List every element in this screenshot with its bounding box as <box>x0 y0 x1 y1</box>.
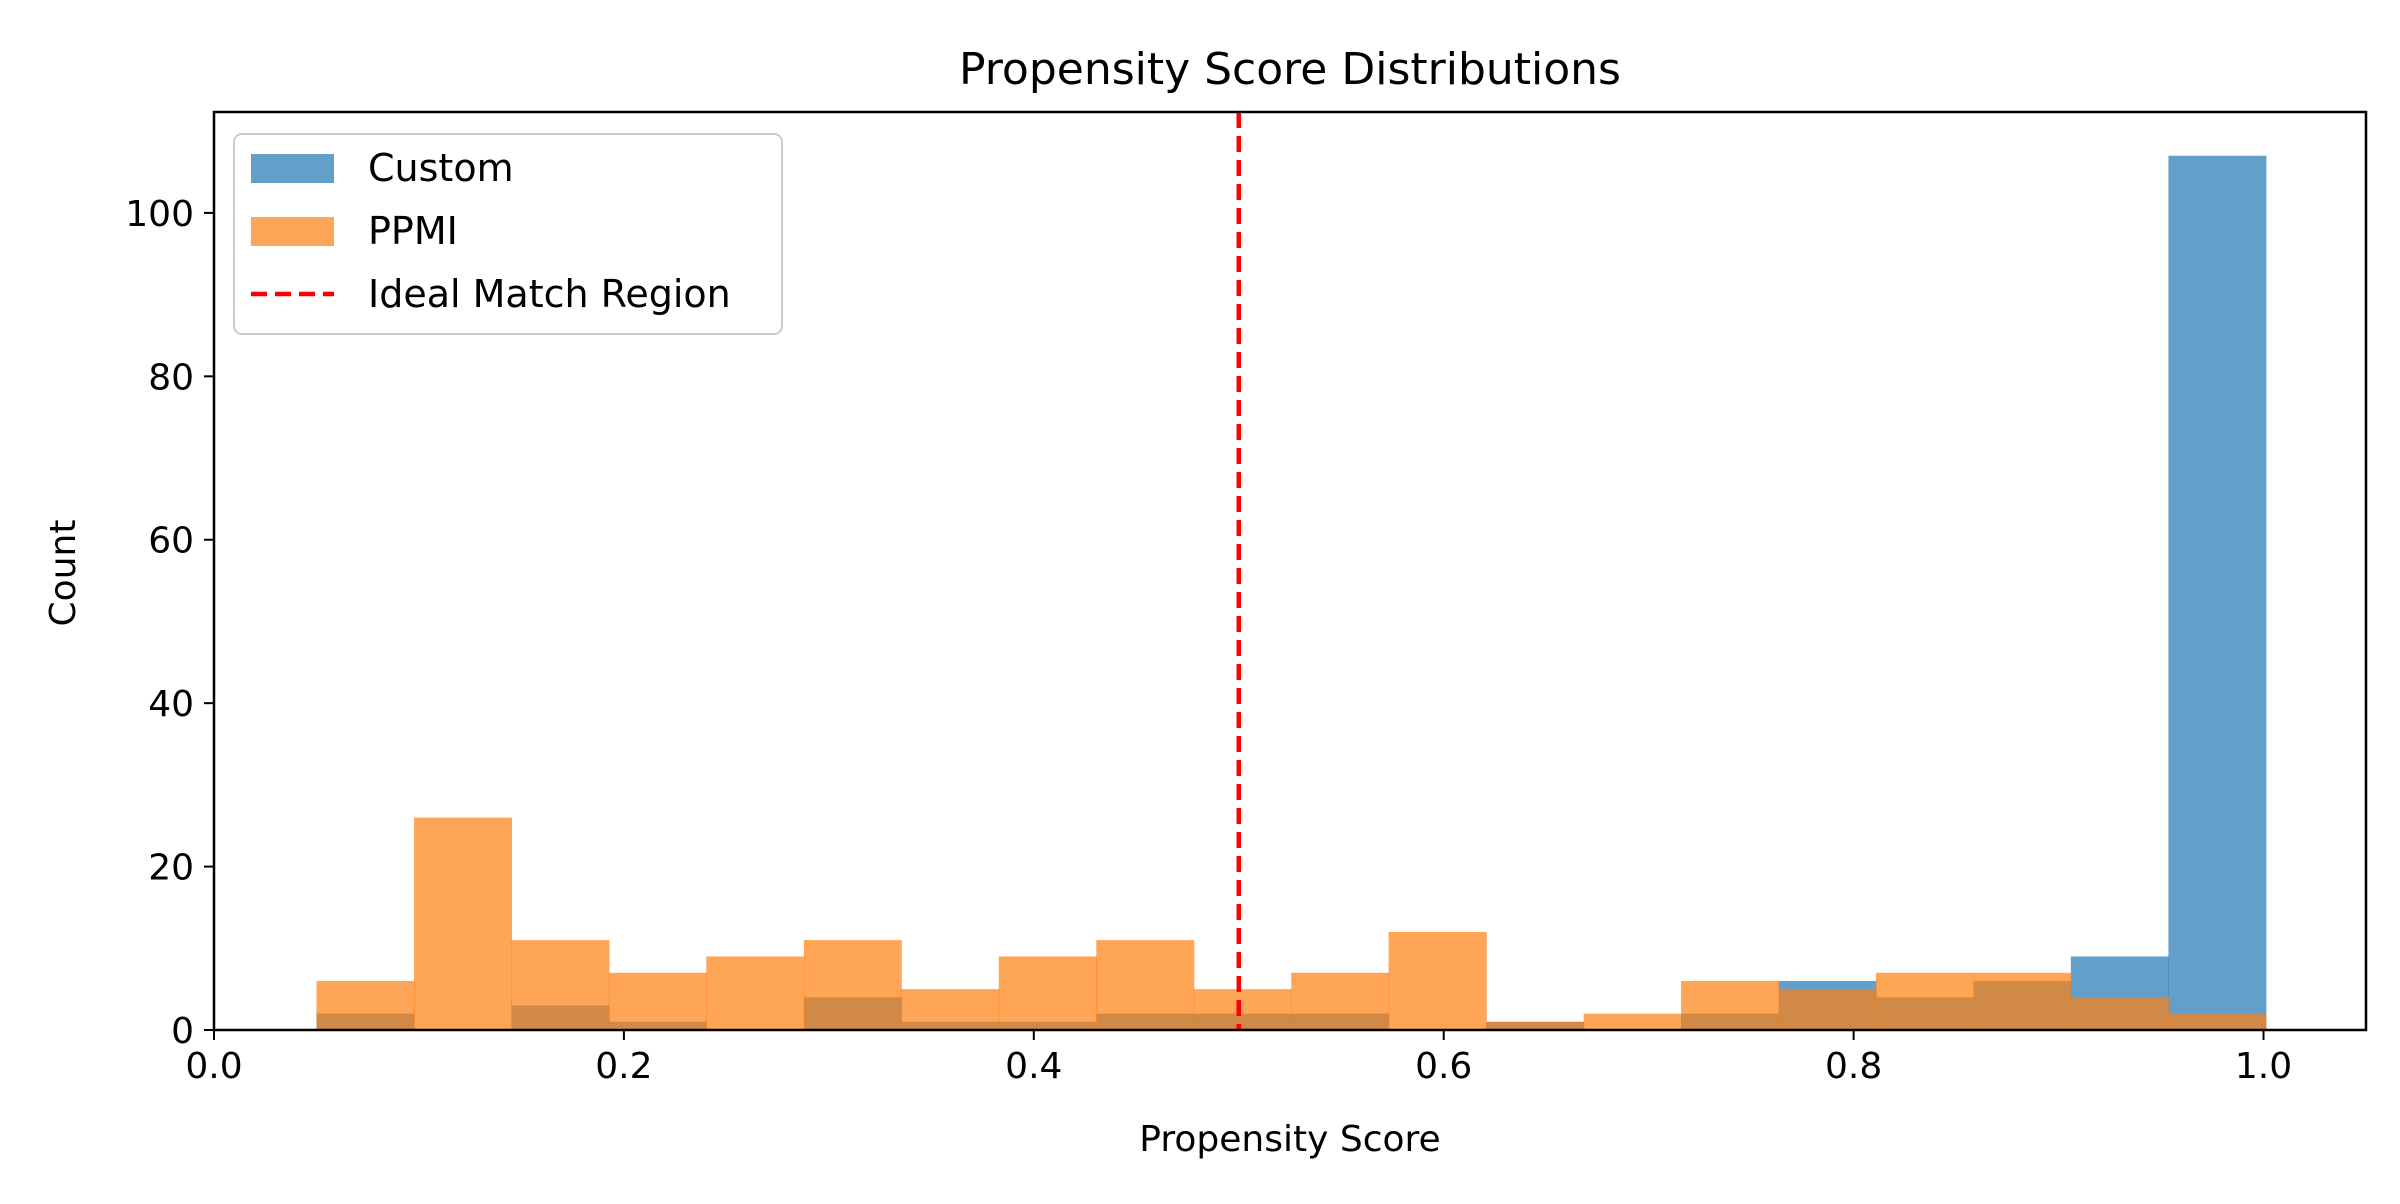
legend-swatch-ppmi <box>251 217 334 246</box>
bar-ppmi <box>803 940 902 1030</box>
plot-frame <box>212 110 2368 1032</box>
bar-ppmi <box>1875 972 1975 1030</box>
bar-custom <box>2168 155 2267 1030</box>
bar-ppmi <box>316 980 415 1030</box>
y-tick-label: 100 <box>125 194 194 235</box>
bar-ppmi <box>1583 1013 1682 1030</box>
x-tick-label: 1.0 <box>2235 1046 2292 1087</box>
y-tick-label: 20 <box>148 848 194 889</box>
bar-ppmi <box>901 989 1000 1030</box>
bar-ppmi <box>998 956 1097 1030</box>
x-axis-label: Propensity Score <box>1139 1119 1440 1160</box>
bar-ppmi <box>1681 980 1780 1030</box>
legend-label-ideal-match: Ideal Match Region <box>368 272 731 316</box>
legend-box <box>233 133 783 335</box>
y-tick-label: 60 <box>148 521 194 562</box>
bar-ppmi <box>511 940 610 1030</box>
legend-label-ppmi: PPMI <box>368 209 458 253</box>
bar-ppmi <box>1778 989 1877 1030</box>
legend-swatch-custom <box>251 154 334 183</box>
legend: Custom PPMI Ideal Match Region <box>233 133 783 335</box>
series-ppmi-bars <box>316 817 2267 1030</box>
x-tick-label: 0.6 <box>1415 1046 1472 1087</box>
bar-ppmi <box>2070 997 2170 1030</box>
x-tick-label: 0.8 <box>1825 1046 1882 1087</box>
x-tick-label: 0.4 <box>1005 1046 1062 1087</box>
bar-ppmi <box>1193 989 1292 1030</box>
bar-ppmi <box>608 972 707 1030</box>
x-tick-label: 0.0 <box>185 1046 242 1087</box>
legend-label-custom: Custom <box>368 146 514 190</box>
y-tick-label: 40 <box>148 684 194 725</box>
bar-ppmi <box>1486 1021 1585 1030</box>
bar-ppmi <box>1096 940 1195 1030</box>
bar-ppmi <box>1291 972 1390 1030</box>
bar-ppmi <box>706 956 805 1030</box>
x-tick-label: 0.2 <box>595 1046 652 1087</box>
bar-ppmi <box>1973 972 2072 1030</box>
bar-ppmi <box>414 817 512 1030</box>
bar-ppmi <box>1388 931 1487 1030</box>
chart-title: Propensity Score Distributions <box>959 44 1621 95</box>
x-axis-ticks: 0.0 0.2 0.4 0.6 0.8 1.0 <box>185 1030 2292 1087</box>
y-axis-label: Count <box>43 520 84 627</box>
y-axis-ticks: 0 20 40 60 80 100 <box>125 194 214 1052</box>
y-tick-label: 0 <box>171 1011 194 1052</box>
y-tick-label: 80 <box>148 357 194 398</box>
bar-ppmi <box>2168 1013 2267 1030</box>
